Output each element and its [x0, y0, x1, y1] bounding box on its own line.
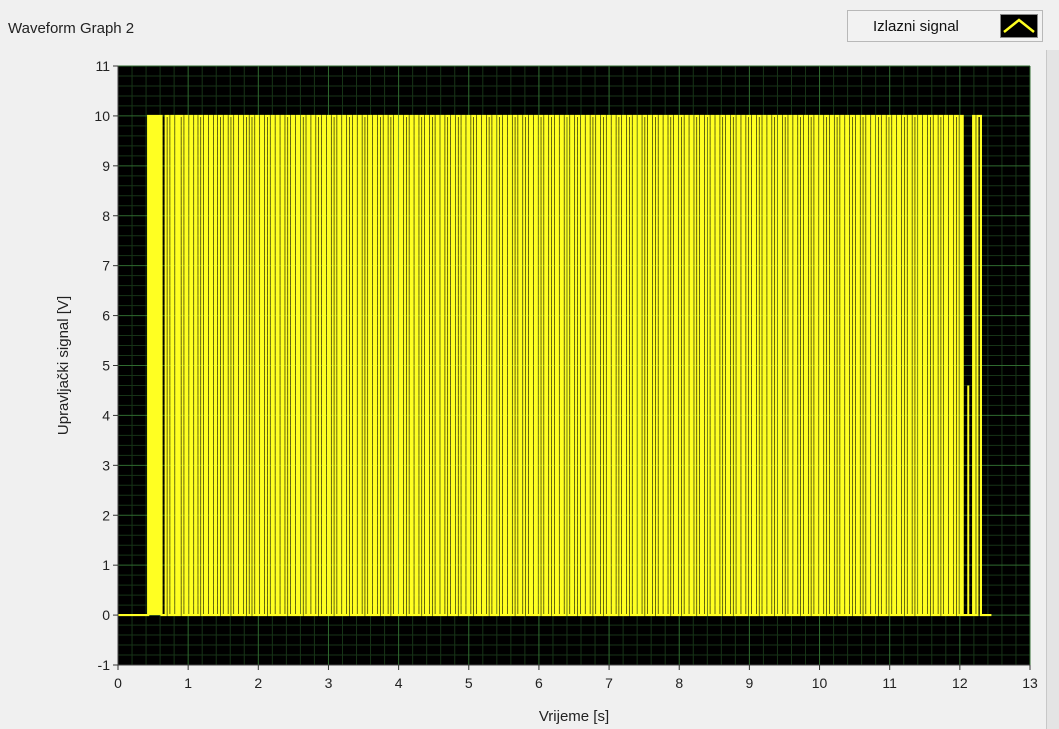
- signal-line: [118, 114, 992, 617]
- x-tick-label: 2: [254, 675, 262, 691]
- y-tick-label: -1: [98, 657, 111, 673]
- x-tick-label: 10: [812, 675, 828, 691]
- y-tick-label: 4: [102, 407, 110, 423]
- signal-pulse-fill: [148, 115, 162, 616]
- panel-scrollbar[interactable]: [1046, 50, 1059, 729]
- signal-trace: [118, 114, 992, 617]
- x-tick-label: 11: [882, 675, 897, 691]
- y-tick-label: 0: [102, 607, 110, 623]
- x-tick-label: 4: [395, 675, 403, 691]
- legend-label: Izlazni signal: [873, 18, 959, 35]
- plot-legend[interactable]: Izlazni signal: [847, 10, 1043, 42]
- x-tick-label: 0: [114, 675, 122, 691]
- y-tick-label: 7: [102, 258, 110, 274]
- line-plot-icon[interactable]: [1000, 14, 1038, 38]
- y-tick-label: 10: [94, 108, 110, 124]
- y-tick-label: 8: [102, 208, 110, 224]
- x-tick-label: 5: [465, 675, 473, 691]
- y-tick-label: 5: [102, 358, 110, 374]
- y-tick-label: 1: [102, 557, 110, 573]
- graph-title: Waveform Graph 2: [8, 20, 135, 37]
- y-tick-label: 2: [102, 507, 110, 523]
- y-tick-label: 6: [102, 308, 110, 324]
- x-tick-label: 8: [675, 675, 683, 691]
- x-tick-label: 7: [605, 675, 613, 691]
- x-tick-label: 6: [535, 675, 543, 691]
- x-tick-label: 1: [184, 675, 192, 691]
- x-tick-label: 13: [1022, 675, 1038, 691]
- y-axis-title: Upravljački signal [V]: [55, 296, 72, 435]
- x-tick-label: 3: [325, 675, 333, 691]
- y-tick-label: 11: [95, 58, 110, 74]
- y-tick-label: 9: [102, 158, 110, 174]
- x-tick-label: 12: [952, 675, 968, 691]
- x-tick-label: 9: [745, 675, 753, 691]
- x-axis-title: Vrijeme [s]: [539, 708, 609, 725]
- y-tick-label: 3: [102, 457, 110, 473]
